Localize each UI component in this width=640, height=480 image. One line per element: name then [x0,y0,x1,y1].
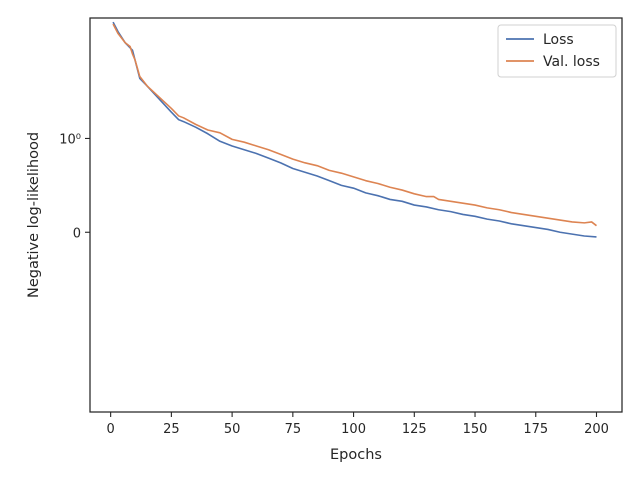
legend-box [497,24,617,78]
x-tick-label: 75 [285,422,302,437]
x-tick-label: 175 [523,422,548,437]
y-tick-label: 10⁰ [59,132,81,147]
x-tick-label: 0 [107,422,115,437]
x-axis: 0 25 50 75 100 125 150 175 200 [107,412,609,437]
x-tick-label: 25 [163,422,180,437]
y-axis: 0 10⁰ [59,132,90,241]
legend: Loss Val. loss [497,24,617,78]
x-tick-label: 50 [224,422,241,437]
legend-label-0: Loss [543,32,574,48]
series-layer [112,21,597,238]
series-line-0 [112,21,597,238]
y-axis-label: Negative log-likelihood [26,132,42,298]
x-tick-label: 100 [341,422,366,437]
series-line-1 [112,23,597,227]
x-tick-label: 150 [463,422,488,437]
x-axis-label: Epochs [330,447,382,463]
plot-area [89,17,623,413]
y-tick-label: 0 [73,226,81,241]
x-tick-label: 125 [402,422,427,437]
x-tick-label: 200 [584,422,609,437]
legend-label-1: Val. loss [543,54,600,70]
